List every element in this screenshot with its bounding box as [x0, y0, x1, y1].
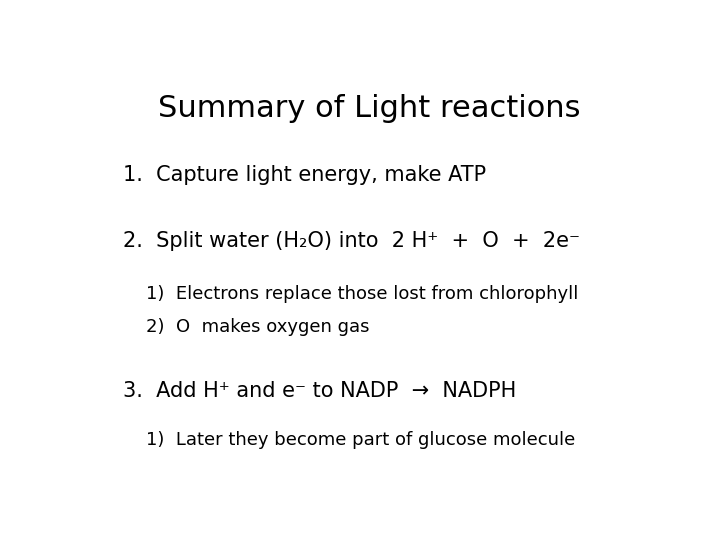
Text: 1)  Later they become part of glucose molecule: 1) Later they become part of glucose mol…	[145, 431, 575, 449]
Text: 1.  Capture light energy, make ATP: 1. Capture light energy, make ATP	[124, 165, 487, 185]
Text: 2.  Split water (H₂O) into  2 H⁺  +  O  +  2e⁻: 2. Split water (H₂O) into 2 H⁺ + O + 2e⁻	[124, 231, 580, 251]
Text: 3.  Add H⁺ and e⁻ to NADP  →  NADPH: 3. Add H⁺ and e⁻ to NADP → NADPH	[124, 381, 517, 401]
Text: 1)  Electrons replace those lost from chlorophyll: 1) Electrons replace those lost from chl…	[145, 285, 578, 303]
Text: Summary of Light reactions: Summary of Light reactions	[158, 94, 580, 123]
Text: 2)  O  makes oxygen gas: 2) O makes oxygen gas	[145, 319, 369, 336]
